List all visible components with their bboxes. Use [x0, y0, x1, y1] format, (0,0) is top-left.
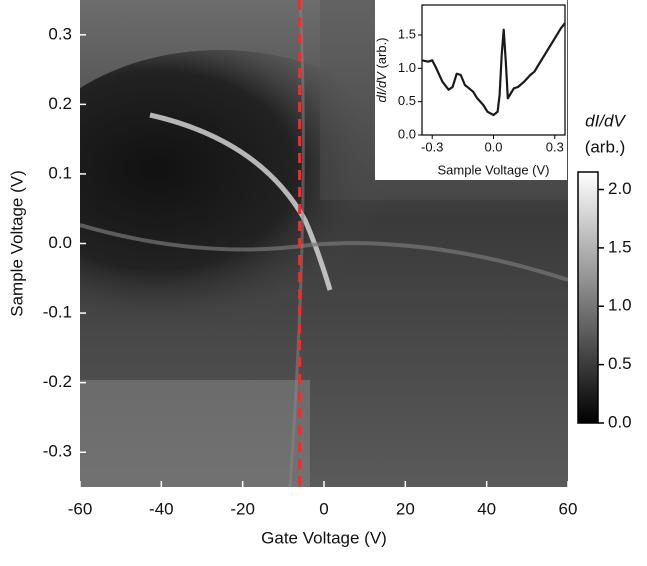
x-tick-label: -40: [149, 499, 174, 518]
inset-x-tick-label: 0.0: [484, 139, 502, 154]
inset-y-axis-unit: (arb.): [374, 37, 389, 72]
inset-y-tick-label: 1.0: [398, 60, 416, 75]
y-axis-label: Sample Voltage (V): [7, 170, 26, 316]
y-tick-label: -0.1: [43, 303, 72, 322]
y-tick-label: 0.1: [48, 163, 72, 182]
y-tick-label: -0.3: [43, 442, 72, 461]
x-tick-label: -60: [68, 499, 93, 518]
x-axis-label: Gate Voltage (V): [261, 528, 387, 547]
colorbar-unit: (arb.): [585, 137, 626, 156]
x-tick-label: 0: [319, 499, 328, 518]
y-tick-label: -0.2: [43, 372, 72, 391]
x-tick-label: 40: [477, 499, 496, 518]
colorbar-tick-label: 0.5: [608, 354, 632, 373]
inset-y-tick-label: 0.0: [398, 126, 416, 141]
y-tick-label: 0.2: [48, 94, 72, 113]
colorbar-tick-label: 1.0: [608, 296, 632, 315]
inset-y-tick-label: 0.5: [398, 93, 416, 108]
inset-x-axis-label: Sample Voltage (V): [437, 162, 549, 177]
colorbar-tick-label: 2.0: [608, 179, 632, 198]
colorbar-tick-label: 1.5: [608, 237, 632, 256]
inset-line: [421, 22, 566, 117]
inset-y-tick-label: 1.5: [398, 26, 416, 41]
inset-x-tick-label: 0.3: [546, 139, 564, 154]
inset-y-axis-title: dI/dV: [374, 71, 389, 103]
x-tick-label: 60: [559, 499, 578, 518]
y-tick-label: 0.3: [48, 24, 72, 43]
inset-y-axis-label: dI/dV (arb.): [374, 37, 389, 102]
colorbar-title: dI/dV: [585, 111, 626, 130]
colorbar: [577, 171, 599, 424]
inset-x-tick-label: -0.3: [421, 139, 443, 154]
colorbar-tick-label: 0.0: [608, 412, 632, 431]
y-tick-label: 0.0: [48, 233, 72, 252]
x-tick-label: 20: [396, 499, 415, 518]
x-tick-label: -20: [230, 499, 255, 518]
